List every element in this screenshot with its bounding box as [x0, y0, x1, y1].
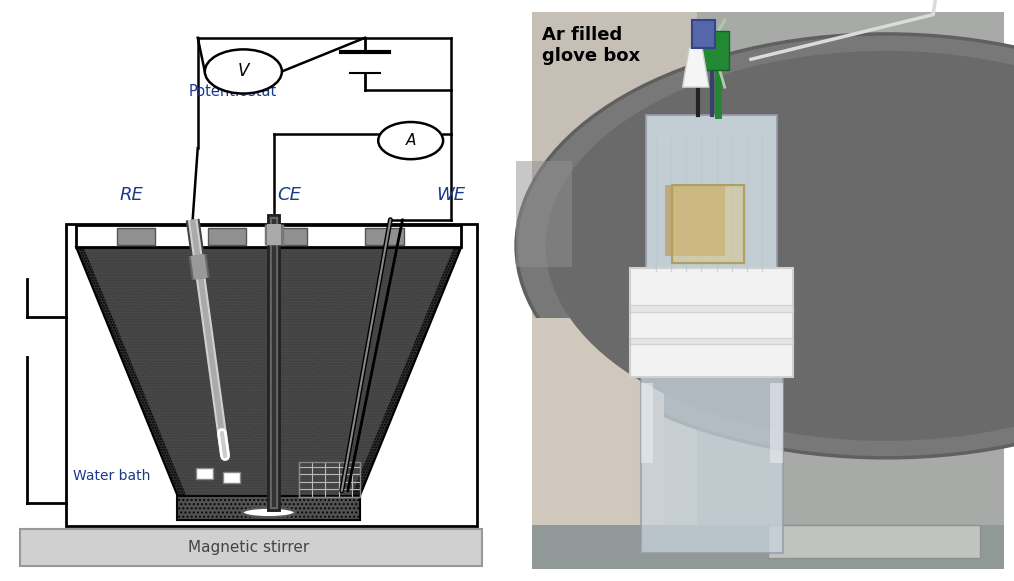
Bar — [641, 374, 783, 553]
Text: RE: RE — [120, 186, 144, 203]
Bar — [177, 496, 360, 520]
Bar — [665, 185, 725, 256]
Bar — [365, 228, 404, 245]
Bar — [76, 225, 461, 247]
Bar — [66, 224, 477, 526]
Bar — [631, 268, 793, 377]
Bar — [532, 12, 1004, 569]
Polygon shape — [682, 48, 709, 87]
Bar — [698, 12, 1004, 569]
Circle shape — [205, 49, 282, 94]
Bar — [646, 115, 778, 271]
Bar — [769, 525, 981, 558]
Polygon shape — [76, 247, 461, 520]
Bar — [117, 228, 155, 245]
Bar — [631, 305, 793, 312]
Bar — [631, 338, 793, 345]
Bar — [223, 472, 240, 483]
Bar — [532, 318, 664, 569]
Text: Water bath: Water bath — [73, 469, 150, 483]
Circle shape — [546, 51, 1014, 441]
Bar — [516, 161, 572, 267]
Bar — [196, 468, 213, 479]
Text: WE: WE — [437, 186, 465, 203]
Circle shape — [378, 122, 443, 159]
Bar — [672, 185, 744, 263]
Bar — [299, 462, 360, 497]
Text: CE: CE — [277, 186, 301, 203]
Polygon shape — [84, 249, 453, 518]
Bar — [20, 529, 482, 566]
Text: Potentiostat: Potentiostat — [189, 84, 278, 99]
Text: Ar filled
glove box: Ar filled glove box — [542, 26, 641, 65]
Bar — [532, 525, 1004, 569]
Ellipse shape — [242, 508, 295, 517]
Bar — [641, 383, 653, 464]
Text: Magnetic stirrer: Magnetic stirrer — [188, 540, 309, 555]
Bar — [703, 31, 729, 70]
Bar — [771, 383, 783, 464]
Bar — [672, 185, 744, 263]
Bar — [692, 20, 716, 48]
Bar — [532, 12, 698, 569]
Bar — [208, 228, 246, 245]
Text: A: A — [406, 133, 416, 148]
Text: V: V — [237, 63, 249, 80]
Circle shape — [516, 34, 1014, 458]
Bar — [269, 228, 307, 245]
